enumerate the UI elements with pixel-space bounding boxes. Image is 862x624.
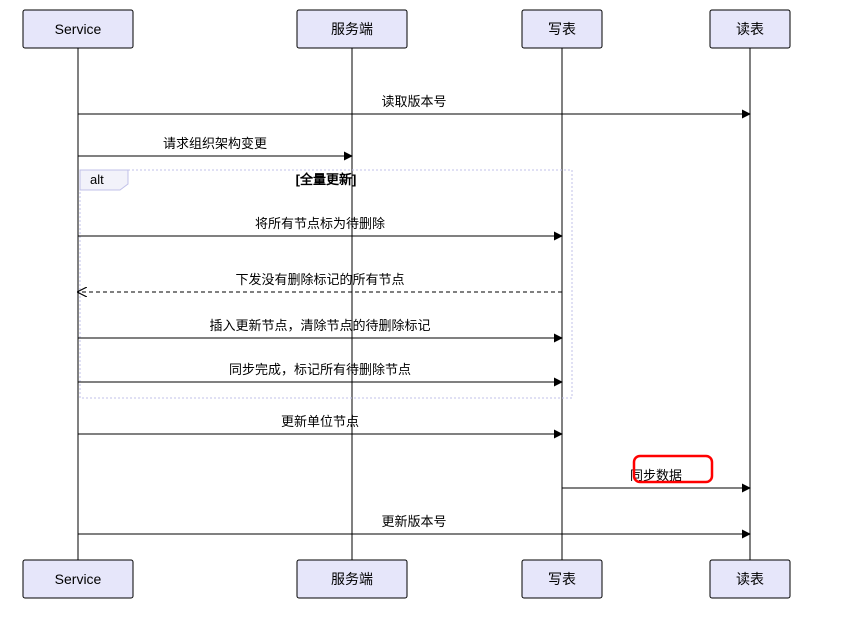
message-label: 将所有节点标为待删除: [255, 216, 385, 231]
message-label: 更新单位节点: [281, 414, 359, 429]
message-label: 插入更新节点，清除节点的待删除标记: [209, 318, 430, 333]
alt-block-label: alt: [90, 172, 104, 187]
message-label: 请求组织架构变更: [163, 136, 267, 151]
message-label: 同步完成，标记所有待删除节点: [229, 362, 411, 377]
participant-label-service-bottom: Service: [55, 571, 102, 587]
participant-label-read-top: 读表: [736, 21, 764, 37]
participant-label-read-bottom: 读表: [736, 571, 764, 587]
message-label: 读取版本号: [381, 94, 446, 109]
message-label: 更新版本号: [381, 514, 446, 529]
sequence-diagram: alt [全量更新] 读取版本号请求组织架构变更将所有节点标为待删除下发没有删除标记…: [0, 0, 862, 624]
alt-block-tab: [80, 170, 128, 190]
alt-block-condition: [全量更新]: [296, 172, 357, 187]
participant-label-write-bottom: 写表: [548, 571, 576, 587]
participant-label-server-bottom: 服务端: [331, 571, 373, 587]
participant-label-server-top: 服务端: [331, 21, 373, 37]
participant-label-service-top: Service: [55, 21, 102, 37]
message-label: 下发没有删除标记的所有节点: [235, 272, 404, 287]
participant-label-write-top: 写表: [548, 21, 576, 37]
